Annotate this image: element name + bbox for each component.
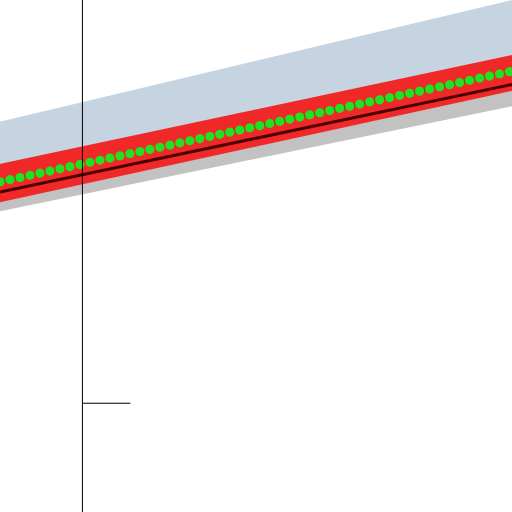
green-point bbox=[464, 75, 475, 85]
green-point bbox=[454, 77, 465, 88]
green-point bbox=[165, 140, 175, 150]
green-point bbox=[145, 144, 155, 154]
green-point bbox=[434, 82, 445, 92]
green-point bbox=[265, 118, 275, 129]
green-point bbox=[25, 170, 35, 180]
green-point bbox=[155, 142, 165, 152]
green-point bbox=[444, 80, 455, 90]
green-point bbox=[414, 86, 425, 96]
green-point bbox=[105, 153, 115, 163]
green-point bbox=[0, 177, 5, 187]
green-point bbox=[295, 112, 305, 122]
data-points bbox=[0, 67, 512, 187]
green-point bbox=[195, 133, 205, 144]
green-point bbox=[355, 99, 365, 109]
green-point bbox=[55, 164, 65, 174]
green-point bbox=[75, 159, 85, 170]
green-point bbox=[125, 149, 135, 159]
green-point bbox=[15, 172, 25, 183]
green-point bbox=[315, 108, 325, 118]
green-point bbox=[275, 116, 285, 126]
green-point bbox=[85, 157, 95, 167]
green-point bbox=[385, 92, 395, 103]
green-point bbox=[345, 101, 355, 111]
green-point bbox=[5, 175, 15, 185]
green-point bbox=[484, 71, 495, 81]
green-point bbox=[35, 168, 45, 178]
green-point bbox=[185, 136, 195, 146]
green-point bbox=[474, 73, 485, 83]
green-point bbox=[305, 110, 315, 120]
green-point bbox=[235, 125, 245, 135]
green-point bbox=[205, 131, 215, 142]
green-point bbox=[95, 155, 105, 165]
green-point bbox=[255, 121, 265, 131]
dark-trend-line bbox=[0, 83, 512, 194]
green-point bbox=[405, 88, 415, 98]
green-point bbox=[335, 103, 345, 113]
green-point bbox=[65, 162, 75, 172]
green-point bbox=[494, 69, 505, 79]
outer-band bbox=[0, 0, 512, 180]
green-point bbox=[225, 127, 235, 137]
green-point bbox=[504, 67, 512, 77]
green-point bbox=[175, 138, 185, 148]
green-point bbox=[395, 90, 405, 101]
green-point bbox=[215, 129, 225, 139]
axes bbox=[81, 0, 131, 512]
green-point bbox=[375, 95, 385, 105]
green-point bbox=[245, 123, 255, 133]
green-point bbox=[285, 114, 295, 124]
green-point bbox=[115, 151, 125, 161]
green-dashed-line bbox=[0, 70, 510, 183]
series-lines bbox=[0, 70, 512, 194]
green-point bbox=[325, 105, 335, 116]
confidence-bands bbox=[0, 0, 512, 212]
green-point bbox=[135, 146, 145, 157]
green-point bbox=[45, 166, 55, 176]
green-point bbox=[365, 97, 375, 107]
green-point bbox=[424, 84, 435, 94]
